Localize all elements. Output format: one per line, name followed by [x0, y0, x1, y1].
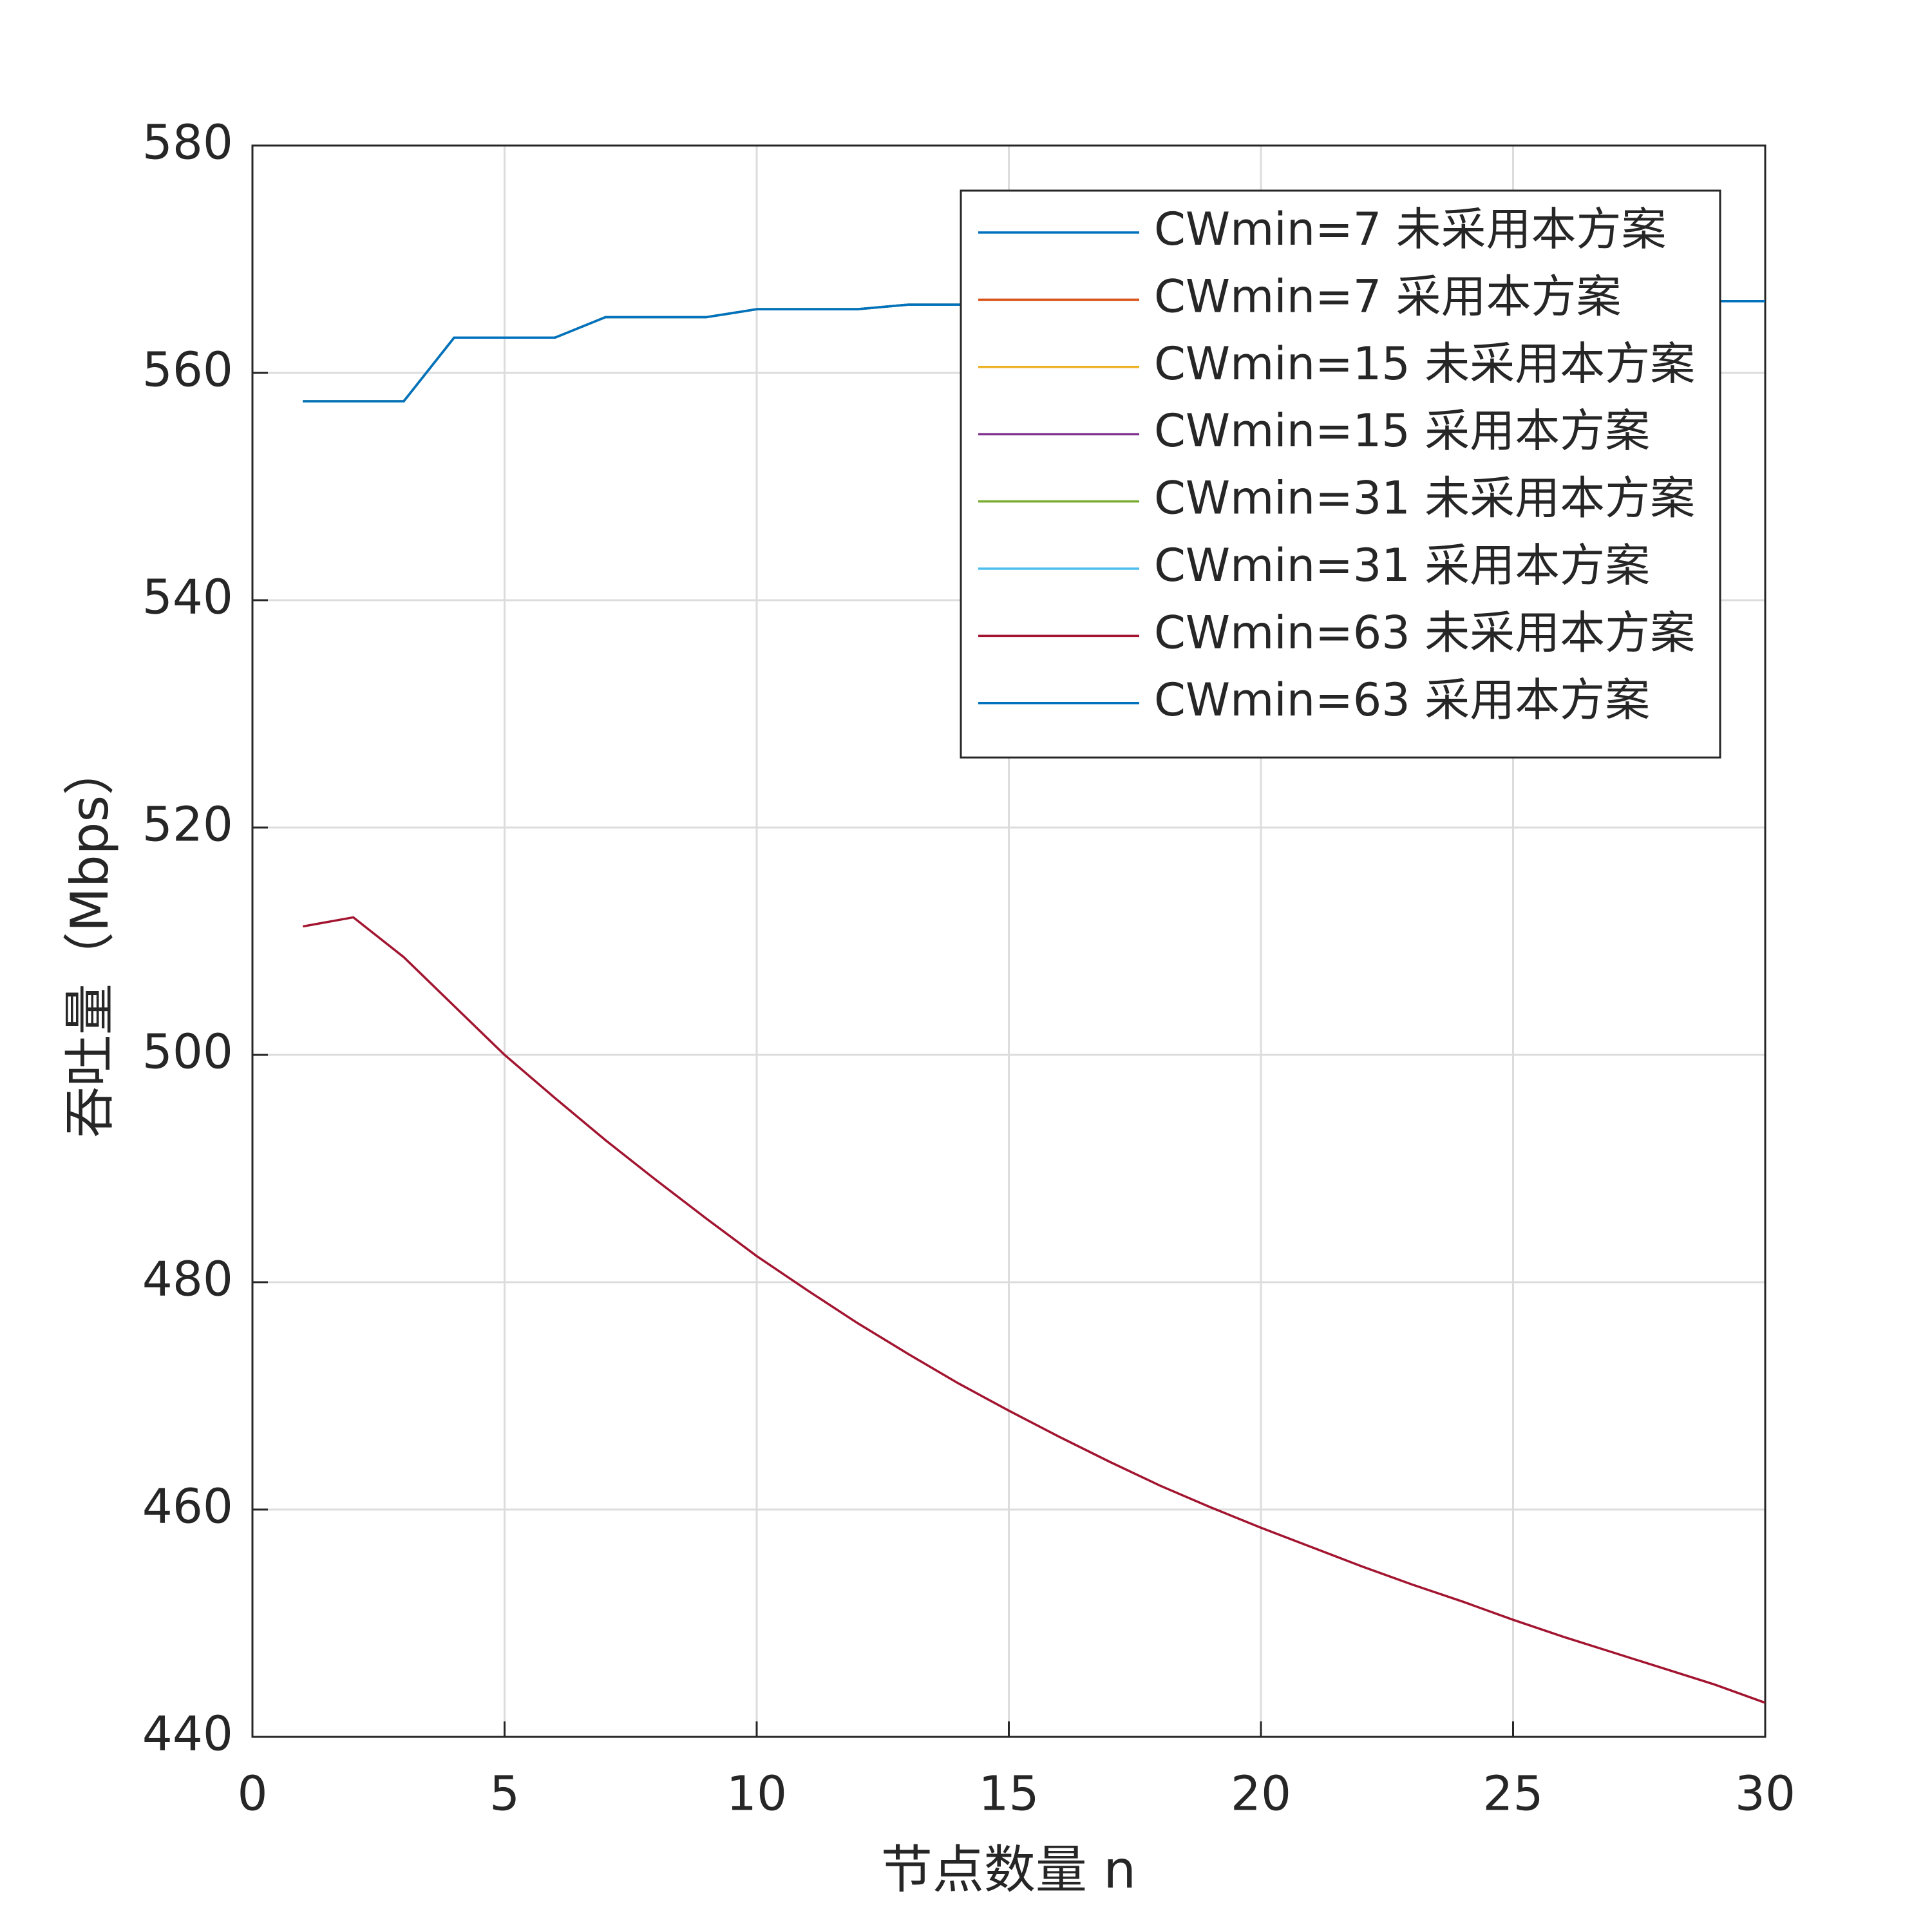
x-tick-label: 10	[726, 1766, 787, 1822]
legend-box	[960, 189, 1721, 759]
legend-label: CWmin=15 采用本方案	[1154, 404, 1650, 457]
legend-label: CWmin=31 采用本方案	[1154, 539, 1650, 592]
x-tick-label: 25	[1482, 1766, 1543, 1822]
x-tick-label: 15	[978, 1766, 1039, 1822]
x-tick-label: 5	[489, 1766, 520, 1822]
series-line	[302, 916, 1766, 1704]
legend-label: CWmin=15 未采用本方案	[1154, 337, 1695, 390]
y-tick-label: 500	[142, 1025, 233, 1080]
y-tick-label: 580	[142, 115, 233, 171]
y-tick-label: 540	[142, 570, 233, 625]
y-tick-label: 560	[142, 343, 233, 398]
legend-label: CWmin=7 采用本方案	[1154, 270, 1622, 323]
plot-frame	[251, 144, 1766, 1738]
legend-label: CWmin=31 未采用本方案	[1154, 472, 1695, 525]
legend-label: CWmin=63 未采用本方案	[1154, 606, 1695, 659]
legend-label: CWmin=63 采用本方案	[1154, 674, 1650, 726]
y-tick-label: 460	[142, 1479, 233, 1535]
y-axis-label: 吞吐量（Mbps）	[60, 744, 120, 1138]
y-tick-label: 440	[142, 1707, 233, 1762]
y-tick-label: 480	[142, 1252, 233, 1307]
legend-label: CWmin=7 未采用本方案	[1154, 203, 1667, 256]
x-axis-label: 节点数量 n	[881, 1840, 1136, 1900]
x-tick-label: 30	[1735, 1766, 1795, 1822]
x-tick-label: 20	[1231, 1766, 1291, 1822]
x-tick-label: 0	[237, 1766, 267, 1822]
y-tick-label: 520	[142, 797, 233, 853]
